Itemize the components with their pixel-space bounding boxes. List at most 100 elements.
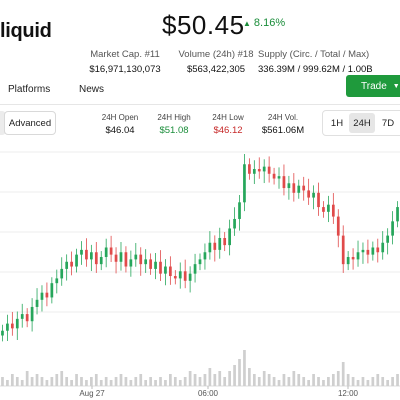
timeframe-7d[interactable]: 7D	[381, 117, 395, 129]
volume-bar	[228, 371, 231, 386]
volume-bar	[287, 377, 291, 386]
candle-body	[25, 314, 29, 322]
volume-bar	[10, 374, 14, 386]
candle-body	[20, 314, 24, 319]
candle-body	[124, 252, 128, 267]
candle-body	[119, 252, 123, 262]
volume-bar	[193, 374, 197, 386]
volume-bar	[139, 374, 143, 386]
volume-bar	[55, 374, 59, 386]
volume-bar	[198, 377, 202, 386]
candle-body	[75, 254, 78, 267]
volume-bar	[129, 380, 133, 386]
volume-bar	[109, 380, 113, 386]
volume-bar	[262, 371, 266, 386]
candle-body	[356, 252, 360, 260]
volume-bar	[351, 377, 355, 386]
candle-body	[6, 323, 9, 331]
candle-body	[243, 164, 246, 203]
candle-body	[198, 259, 202, 265]
volume-bar	[30, 377, 34, 386]
price-chart[interactable]: Aug 27 06:00 12:00	[0, 140, 400, 400]
candle-body	[203, 252, 207, 260]
candle-body	[114, 254, 118, 262]
volume-bar	[277, 380, 281, 386]
advanced-chart-button[interactable]: Advanced	[4, 111, 56, 135]
trade-button[interactable]: Trade ▼	[346, 75, 400, 97]
volume-bar	[267, 374, 271, 386]
candle-body	[317, 192, 320, 208]
volume-bar	[164, 380, 167, 386]
chevron-down-icon: ▼	[392, 82, 400, 90]
candle-body	[228, 228, 231, 246]
volume-bar	[248, 368, 251, 386]
candle-body	[159, 261, 162, 274]
tab-news[interactable]: News	[79, 84, 105, 95]
volume-bar	[297, 374, 301, 386]
trade-button-label: Trade	[361, 80, 387, 92]
ohlc-open-value: $46.04	[105, 125, 135, 136]
candle-body	[277, 176, 281, 179]
volume-stat: Volume (24h) #18 $563,422,305	[168, 49, 264, 75]
volume-bar	[40, 377, 44, 386]
volume-bar	[25, 371, 29, 386]
candle-body	[282, 176, 286, 189]
candle-body	[104, 247, 108, 258]
volume-bar	[307, 380, 310, 386]
volume-bar	[20, 380, 24, 386]
supply-stat: Supply (Circ. / Total / Max) 336.39M / 9…	[258, 49, 373, 75]
price-change: ▲ 8.16%	[243, 17, 285, 29]
candle-body	[213, 242, 217, 250]
ohlc-low: 24H Low $46.12	[206, 113, 250, 136]
candle-body	[173, 276, 177, 279]
market-cap-stat: Market Cap. #11 $16,971,130,073	[78, 49, 172, 75]
price-chart-svg[interactable]: Aug 27 06:00 12:00	[0, 140, 400, 400]
candle-body	[218, 237, 222, 250]
volume-bar	[272, 377, 276, 386]
volume-bar	[322, 380, 325, 386]
ohlc-volume: 24H Vol. $561.06M	[257, 113, 309, 136]
candle-body	[99, 257, 103, 265]
volume-label: Volume (24h) #18	[178, 49, 254, 60]
candle-body	[346, 257, 350, 265]
market-cap-label: Market Cap. #11	[90, 49, 160, 60]
ohlc-open-label: 24H Open	[101, 113, 139, 122]
candle-body	[371, 247, 375, 255]
volume-bar	[1, 377, 4, 386]
volume-bar	[223, 377, 227, 386]
candle-body	[307, 190, 310, 198]
volume-bar	[70, 380, 73, 386]
candle-body	[376, 247, 380, 253]
candle-body	[80, 249, 83, 255]
volume-bar	[366, 380, 370, 386]
volume-bar	[99, 380, 103, 386]
volume-bar	[119, 374, 123, 386]
volume-bar	[124, 377, 128, 386]
volume-bar	[292, 371, 296, 386]
current-price: $50.45	[162, 10, 245, 40]
tab-platforms[interactable]: Platforms	[8, 84, 51, 95]
candle-body	[139, 254, 143, 265]
candle-body	[164, 266, 167, 274]
candle-body	[312, 192, 315, 198]
volume-bar	[257, 377, 261, 386]
ohlc-high-label: 24H High	[157, 113, 191, 122]
volume-bar	[80, 377, 83, 386]
candle-body	[109, 247, 113, 255]
volume-bar	[15, 377, 19, 386]
candle-body	[40, 292, 44, 300]
chart-mode-toggle-left[interactable]	[0, 111, 6, 135]
ohlc-open: 24H Open $46.04	[98, 113, 142, 136]
candle-body	[10, 323, 14, 329]
timeframe-1h[interactable]: 1H	[330, 117, 344, 129]
supply-label: Supply (Circ. / Total / Max)	[258, 49, 370, 60]
timeframe-24h[interactable]: 24H	[349, 113, 375, 133]
candle-body	[331, 204, 335, 217]
volume-bar	[218, 371, 222, 386]
volume-bar	[85, 380, 88, 386]
candle-body	[381, 242, 385, 253]
volume-bar	[302, 377, 306, 386]
volume-bar	[213, 374, 217, 386]
volume-bar	[6, 380, 9, 386]
volume-bar	[60, 371, 64, 386]
